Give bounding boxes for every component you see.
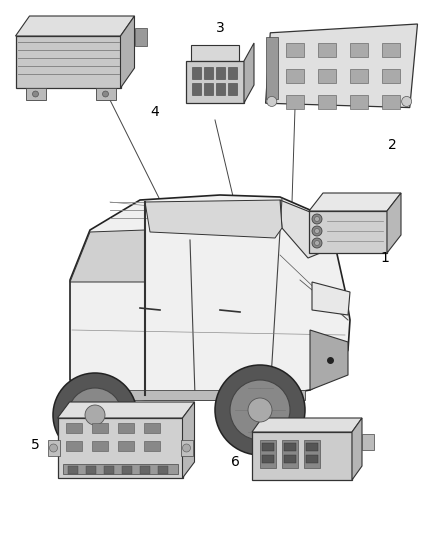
Circle shape xyxy=(102,91,109,97)
Circle shape xyxy=(314,240,319,246)
Bar xyxy=(309,211,387,253)
Bar xyxy=(204,67,213,79)
Bar xyxy=(103,466,113,474)
Bar xyxy=(57,418,183,478)
Bar xyxy=(139,466,149,474)
Circle shape xyxy=(312,214,322,224)
Bar xyxy=(92,441,107,451)
Text: 6: 6 xyxy=(230,455,240,469)
Polygon shape xyxy=(387,193,401,253)
Bar xyxy=(25,88,46,100)
Text: 2: 2 xyxy=(388,138,396,152)
Bar xyxy=(228,83,237,95)
Polygon shape xyxy=(70,230,145,282)
Bar xyxy=(117,423,134,433)
Bar xyxy=(350,69,368,83)
Bar xyxy=(350,95,368,109)
Bar xyxy=(262,443,274,451)
Bar xyxy=(92,423,107,433)
Polygon shape xyxy=(145,200,282,238)
Circle shape xyxy=(53,373,137,457)
Circle shape xyxy=(215,365,305,455)
Bar xyxy=(134,28,146,46)
Circle shape xyxy=(248,398,272,422)
Bar xyxy=(191,45,239,61)
Bar xyxy=(95,88,116,100)
Text: 3: 3 xyxy=(215,21,224,35)
Polygon shape xyxy=(183,402,194,478)
Bar xyxy=(304,440,320,468)
Bar xyxy=(318,69,336,83)
Text: 1: 1 xyxy=(381,251,389,265)
Bar xyxy=(47,440,60,456)
Circle shape xyxy=(402,96,412,107)
Polygon shape xyxy=(312,282,350,315)
Bar xyxy=(158,466,167,474)
Text: 4: 4 xyxy=(151,105,159,119)
Bar xyxy=(144,423,159,433)
Bar xyxy=(382,95,400,109)
Bar xyxy=(286,69,304,83)
Bar xyxy=(262,455,274,463)
Bar xyxy=(284,443,296,451)
Bar xyxy=(192,67,201,79)
Bar xyxy=(216,83,225,95)
Circle shape xyxy=(314,229,319,233)
Circle shape xyxy=(312,226,322,236)
Bar xyxy=(284,455,296,463)
Polygon shape xyxy=(265,24,417,108)
Circle shape xyxy=(314,216,319,222)
Polygon shape xyxy=(15,16,134,36)
Circle shape xyxy=(183,444,191,452)
Bar xyxy=(144,441,159,451)
Bar xyxy=(286,95,304,109)
Circle shape xyxy=(267,96,277,107)
Bar xyxy=(306,455,318,463)
Circle shape xyxy=(32,91,39,97)
Bar xyxy=(66,423,81,433)
Bar xyxy=(260,440,276,468)
Circle shape xyxy=(312,238,322,248)
Polygon shape xyxy=(265,37,278,99)
Bar xyxy=(192,83,201,95)
Bar xyxy=(318,43,336,58)
Bar xyxy=(382,69,400,83)
Bar xyxy=(63,464,177,474)
Bar xyxy=(318,95,336,109)
Bar xyxy=(252,432,352,480)
Bar xyxy=(186,61,244,103)
Bar xyxy=(216,67,225,79)
Polygon shape xyxy=(244,43,254,103)
Bar xyxy=(282,440,298,468)
Polygon shape xyxy=(310,330,348,390)
Circle shape xyxy=(230,380,290,440)
Bar xyxy=(67,466,78,474)
Polygon shape xyxy=(120,16,134,88)
Polygon shape xyxy=(280,200,335,258)
Polygon shape xyxy=(57,402,194,418)
Bar xyxy=(362,434,374,450)
Bar xyxy=(306,443,318,451)
Polygon shape xyxy=(352,418,362,480)
Bar xyxy=(180,440,192,456)
Bar xyxy=(66,441,81,451)
Text: 5: 5 xyxy=(31,438,39,452)
Circle shape xyxy=(49,444,57,452)
Bar xyxy=(85,466,95,474)
Bar xyxy=(15,36,120,88)
Bar xyxy=(121,466,131,474)
Polygon shape xyxy=(72,390,305,400)
Bar xyxy=(228,67,237,79)
Circle shape xyxy=(85,405,105,425)
Bar xyxy=(350,43,368,58)
Bar xyxy=(204,83,213,95)
Bar xyxy=(382,43,400,58)
Circle shape xyxy=(68,388,122,442)
Polygon shape xyxy=(70,195,350,400)
Polygon shape xyxy=(309,193,401,211)
Polygon shape xyxy=(252,418,362,432)
Bar xyxy=(117,441,134,451)
Bar xyxy=(286,43,304,58)
